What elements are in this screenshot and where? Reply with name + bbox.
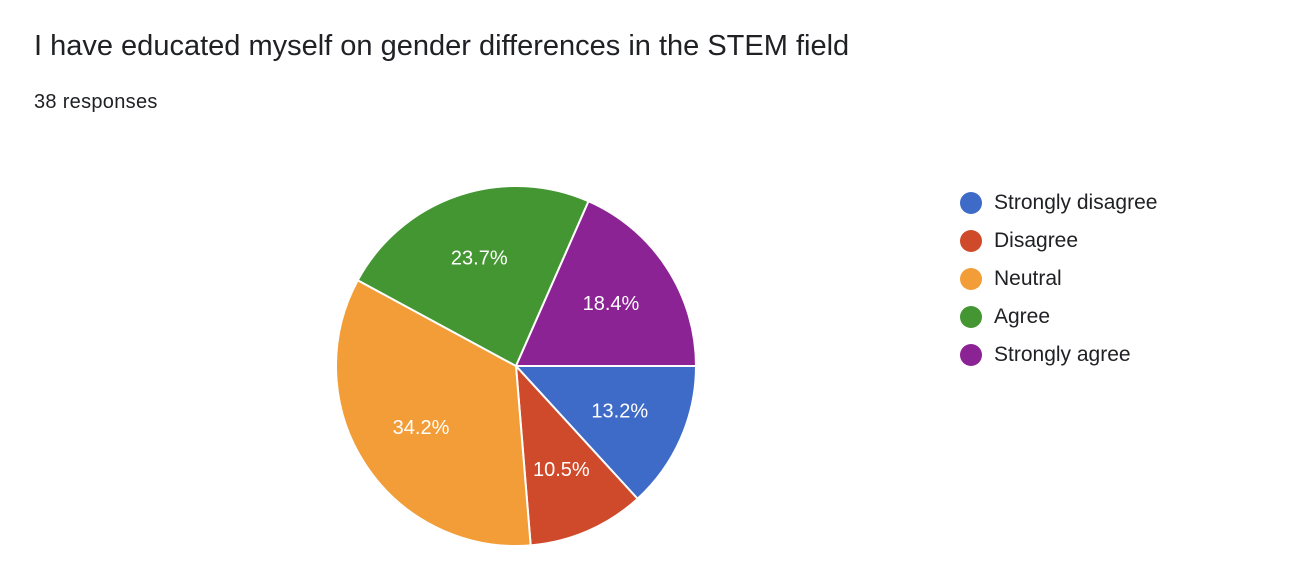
slice-label-neutral: 34.2% — [393, 417, 450, 439]
legend-swatch-strongly-disagree — [960, 192, 982, 214]
legend-label: Strongly disagree — [994, 191, 1158, 214]
pie-slice-strongly-agree[interactable] — [515, 200, 697, 367]
legend-swatch-neutral — [960, 268, 982, 290]
legend-item-disagree[interactable]: Disagree — [960, 222, 1157, 260]
legend-item-agree[interactable]: Agree — [960, 298, 1157, 336]
pie-slice-disagree[interactable] — [515, 365, 639, 547]
legend-item-strongly-disagree[interactable]: Strongly disagree — [960, 184, 1157, 222]
legend-label: Agree — [994, 305, 1051, 328]
legend-swatch-agree — [960, 306, 982, 328]
slice-label-strongly-agree: 18.4% — [583, 293, 640, 315]
slice-label-agree: 23.7% — [451, 248, 508, 270]
legend-item-strongly-agree[interactable]: Strongly agree — [960, 336, 1157, 374]
legend-label: Neutral — [994, 267, 1062, 290]
legend-swatch-disagree — [960, 230, 982, 252]
legend: Strongly disagree Disagree Neutral Agree… — [960, 184, 1157, 374]
legend-swatch-strongly-agree — [960, 344, 982, 366]
slice-label-strongly-disagree: 13.2% — [591, 401, 648, 423]
legend-item-neutral[interactable]: Neutral — [960, 260, 1157, 298]
legend-label: Disagree — [994, 229, 1079, 252]
legend-label: Strongly agree — [994, 343, 1131, 366]
pie-slice-neutral[interactable] — [335, 279, 532, 547]
pie-slice-strongly-disagree[interactable] — [515, 365, 697, 500]
chart-title: I have educated myself on gender differe… — [34, 30, 850, 62]
response-count: 38 responses — [34, 91, 158, 113]
pie-slice-agree[interactable] — [356, 185, 590, 367]
slice-label-disagree: 10.5% — [533, 459, 590, 481]
